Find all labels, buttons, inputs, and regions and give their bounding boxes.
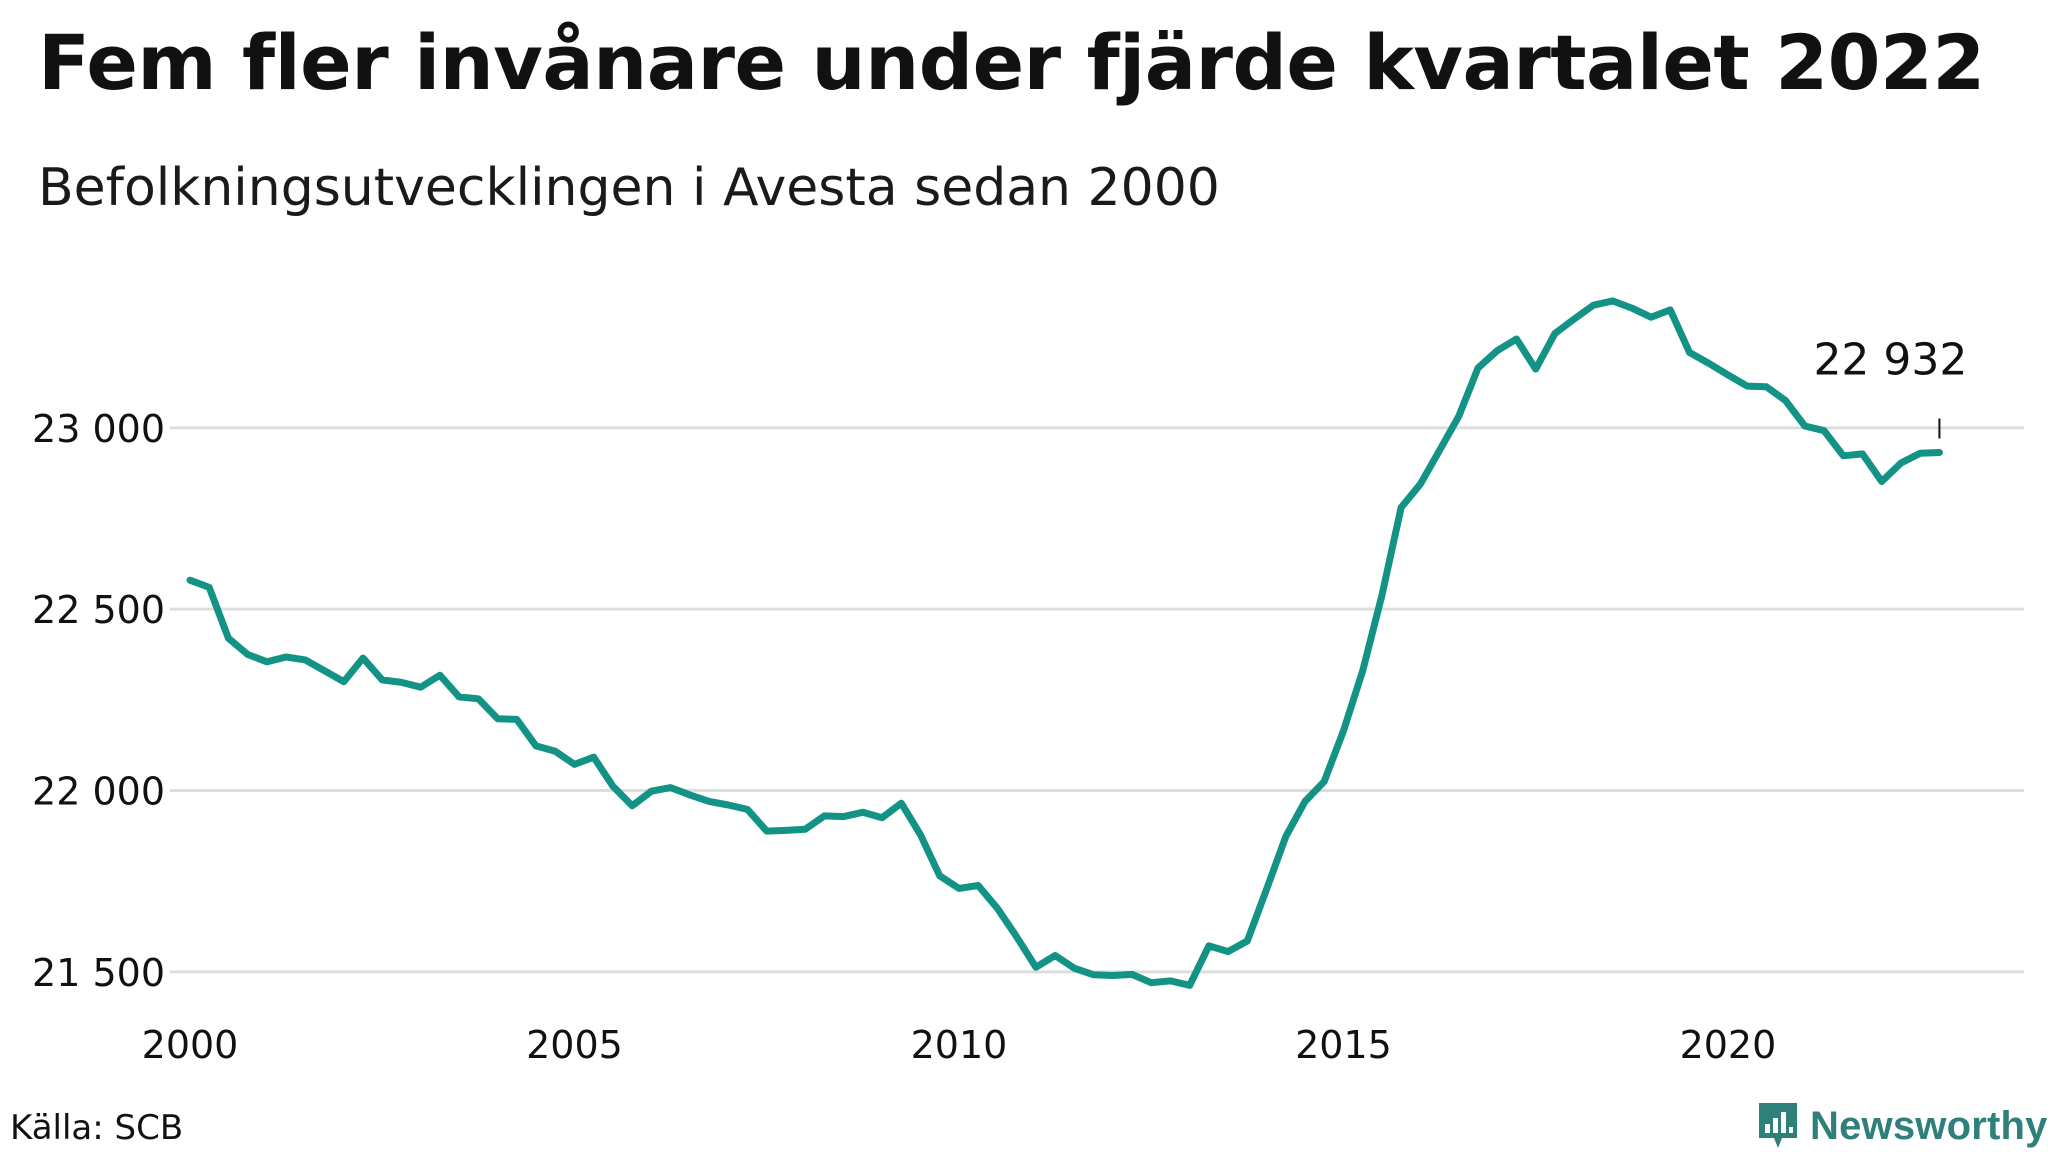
annotation-label: 22 932 — [1813, 334, 1967, 385]
brand-name: Newsworthy — [1810, 1103, 2048, 1148]
newsworthy-logo: Newsworthy — [1756, 1100, 2048, 1152]
line-chart: 21 500 22 000 22 500 23 000 2000 2005 2010 201… — [32, 297, 2024, 1067]
y-tick-label-2: 22 500 — [32, 588, 165, 632]
x-tick-label-0: 2000 — [142, 1023, 239, 1067]
x-axis-tick-labels: 2000 2005 2010 2015 2020 — [142, 1023, 1777, 1067]
y-tick-label-1: 22 000 — [32, 770, 165, 814]
series-layer — [186, 297, 1943, 989]
annotation-layer: 22 932 — [1813, 334, 1967, 439]
y-tick-label-0: 21 500 — [32, 951, 165, 995]
x-tick-label-4: 2020 — [1680, 1023, 1777, 1067]
chart-subtitle: Befolkningsutvecklingen i Avesta sedan 2… — [38, 158, 1220, 218]
x-tick-label-2: 2010 — [911, 1023, 1008, 1067]
gridlines — [170, 426, 2024, 974]
x-tick-label-3: 2015 — [1295, 1023, 1392, 1067]
y-tick-label-3: 23 000 — [32, 407, 165, 451]
x-tick-label-1: 2005 — [526, 1023, 623, 1067]
chart-title: Fem fler invånare under fjärde kvartalet… — [38, 18, 1985, 107]
y-axis-tick-labels: 21 500 22 000 22 500 23 000 — [32, 407, 165, 995]
series-line-0 — [186, 297, 1943, 989]
newsworthy-logo-icon — [1759, 1103, 1797, 1148]
source-credit: Källa: SCB — [10, 1108, 184, 1148]
